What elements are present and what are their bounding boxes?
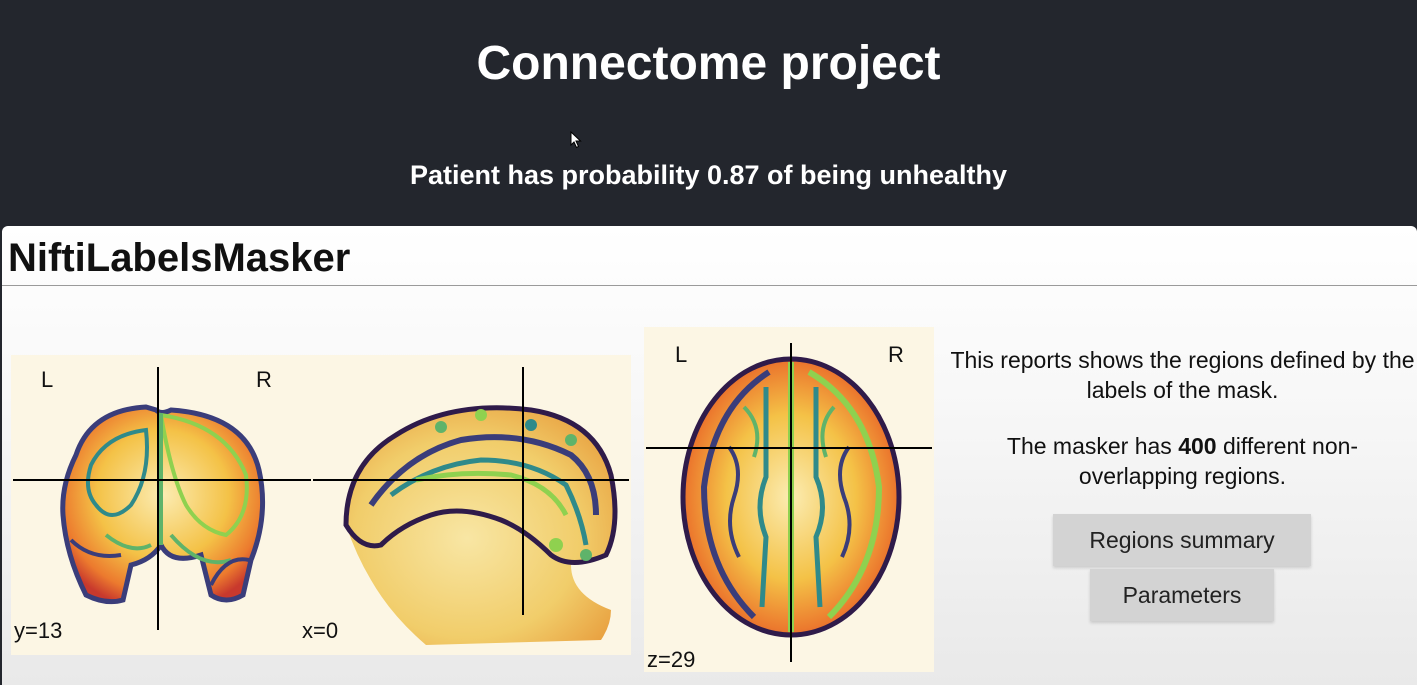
coronal-brain-slice <box>60 404 266 605</box>
coronal-coordinate: y=13 <box>14 618 63 643</box>
coronal-right-label: R <box>256 367 272 392</box>
axial-right-label: R <box>888 342 904 367</box>
brain-plot-coronal-sagittal <box>11 355 631 655</box>
description-count: The masker has 400 different non-overlap… <box>1006 433 1359 489</box>
report-title: NiftiLabelsMasker <box>8 236 351 280</box>
sagittal-coordinate: x=0 <box>302 618 339 643</box>
mouse-cursor-icon <box>570 131 582 149</box>
description-regions: This reports shows the regions defined b… <box>950 347 1415 403</box>
title-divider <box>2 285 1417 286</box>
prediction-text: Patient has probability 0.87 of being un… <box>409 160 1008 190</box>
region-count: 400 <box>1178 433 1217 459</box>
parameters-button[interactable]: Parameters <box>1090 569 1274 621</box>
app-header: Connectome project Patient has probabili… <box>0 0 1417 226</box>
coronal-left-label: L <box>41 367 54 392</box>
report-description: This reports shows the regions defined b… <box>950 345 1415 517</box>
axial-left-label: L <box>675 342 688 367</box>
app-title: Connectome project <box>476 37 941 90</box>
sagittal-brain-slice <box>343 405 618 645</box>
axial-coordinate: z=29 <box>647 647 696 672</box>
brain-plot-axial <box>644 327 934 672</box>
regions-summary-button[interactable]: Regions summary <box>1053 514 1311 566</box>
